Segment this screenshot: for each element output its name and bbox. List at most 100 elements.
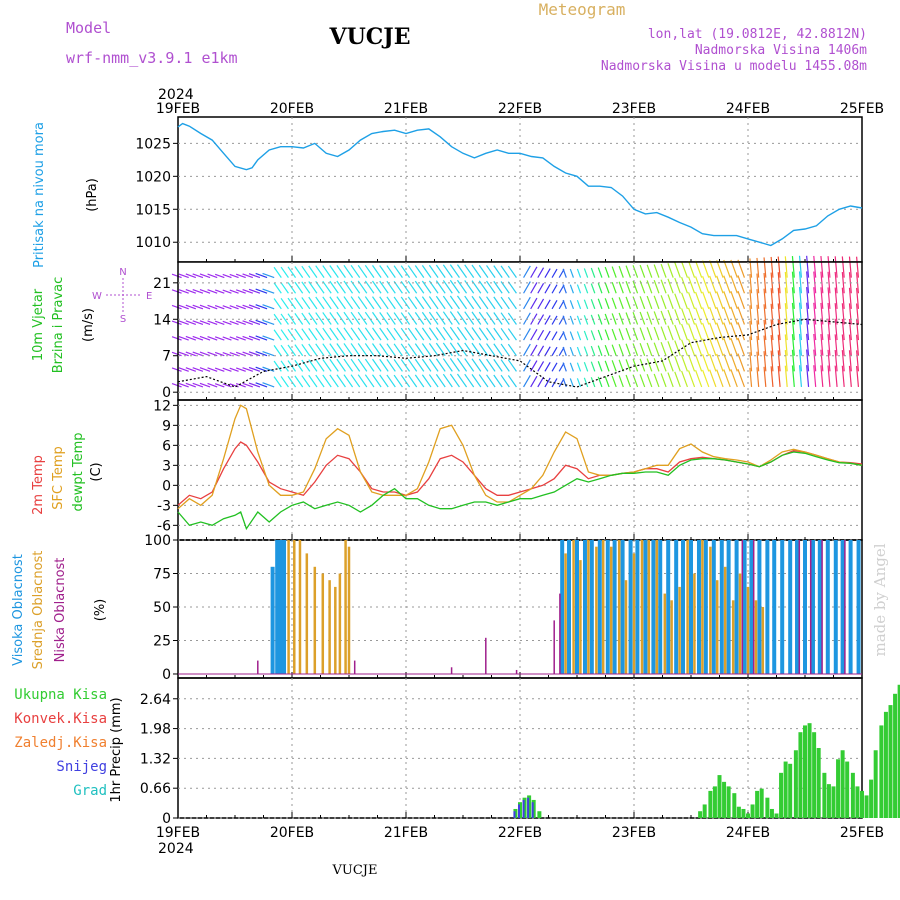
snow-bar xyxy=(522,799,525,818)
wind-barb xyxy=(315,343,325,357)
wind-barb xyxy=(618,265,624,278)
wind-barb xyxy=(255,335,268,341)
wind-barb xyxy=(576,299,582,310)
wind-barb xyxy=(856,319,860,341)
wind-barb xyxy=(576,378,582,388)
low-cloud-bar xyxy=(741,540,744,674)
wind-barb xyxy=(329,358,339,372)
wind-barb xyxy=(646,342,653,356)
wind-barb xyxy=(523,281,531,294)
y-tick-label: 0 xyxy=(162,478,171,494)
total-precip-bar xyxy=(698,811,703,818)
wind-barb xyxy=(841,318,845,341)
wind-barb xyxy=(407,374,418,388)
wind-barb xyxy=(255,304,268,310)
wind-barb xyxy=(343,311,354,325)
mid-cloud-bar xyxy=(564,553,567,674)
y-tick-label: -6 xyxy=(157,518,171,534)
wind-barb xyxy=(716,259,724,278)
high-cloud-bar xyxy=(278,540,283,674)
wind-barb xyxy=(569,300,575,310)
total-precip-bar xyxy=(765,797,770,818)
wind-barb xyxy=(791,318,795,341)
wind-barb xyxy=(400,343,411,357)
wind-barb xyxy=(625,343,632,356)
wind-barb xyxy=(364,374,375,388)
wind-barb xyxy=(199,351,211,357)
wind-barb xyxy=(478,264,489,278)
wind-barb xyxy=(834,365,838,388)
wind-barb xyxy=(687,370,696,388)
total-precip-bar xyxy=(717,775,722,818)
temp-unit: (C) xyxy=(89,462,104,481)
wind-barb xyxy=(322,280,332,294)
wind-barb xyxy=(791,349,795,372)
wind-barb xyxy=(364,358,375,372)
wind-barb xyxy=(841,303,845,325)
dewpt-line xyxy=(177,451,863,531)
high-cloud-bar xyxy=(817,540,822,674)
wind-barb xyxy=(798,302,803,325)
wind-barb xyxy=(357,296,368,310)
wind-barb xyxy=(834,287,838,309)
wind-barb xyxy=(262,319,275,326)
wind-barb xyxy=(364,296,375,310)
wind-barb xyxy=(730,306,738,325)
wind-barb xyxy=(749,320,753,341)
high-cloud-bar xyxy=(711,540,716,674)
wind-barb xyxy=(667,263,674,278)
wind-barb xyxy=(372,358,382,372)
wind-barb xyxy=(784,365,788,388)
wind-barb xyxy=(777,334,781,356)
top-axis-label: 22FEB xyxy=(498,101,542,117)
wind-barb xyxy=(248,273,261,279)
wind-barb xyxy=(681,323,689,341)
wind-barb xyxy=(464,342,475,357)
wind-barb xyxy=(192,304,204,310)
wind-barb xyxy=(435,327,446,341)
wind-barb xyxy=(537,298,545,310)
wind-barb xyxy=(848,365,852,388)
total-precip-bar xyxy=(702,804,707,818)
pressure-panel: 1010 1015 1020 1025 xyxy=(135,116,863,263)
wind-barb xyxy=(471,374,482,388)
wind-barb xyxy=(653,326,660,341)
wind-barb xyxy=(702,369,710,388)
wind-barb xyxy=(611,266,617,278)
wind-barb xyxy=(716,306,724,325)
wind-barb xyxy=(364,264,375,278)
wind-barb xyxy=(308,312,318,325)
wind-barb xyxy=(386,358,396,372)
wind-barb xyxy=(639,374,646,388)
wind-barb xyxy=(192,335,204,341)
wind-barb xyxy=(597,345,603,356)
wind-barb xyxy=(597,314,603,325)
wind-barb xyxy=(576,284,582,294)
y-tick-label: 50 xyxy=(153,600,171,616)
wind-barb xyxy=(723,337,731,356)
wind-barb xyxy=(813,349,817,372)
total-precip-bar xyxy=(741,808,746,818)
wind-barb xyxy=(471,295,482,310)
wind-barb xyxy=(702,338,710,356)
wind-barb xyxy=(639,296,646,310)
wind-barb xyxy=(827,256,831,278)
wind-barb xyxy=(625,327,632,341)
wind-barb xyxy=(308,374,318,388)
wind-barb xyxy=(199,289,211,294)
wind-barb xyxy=(262,350,275,357)
wind-barb xyxy=(456,358,468,372)
wind-barb xyxy=(841,287,845,309)
wind-barb xyxy=(507,343,517,357)
wind-barb xyxy=(386,265,396,278)
wind-barb xyxy=(222,305,232,310)
wind-barb xyxy=(428,358,439,372)
wind-barb xyxy=(770,350,774,372)
wind-barb xyxy=(280,266,289,278)
wind-barb xyxy=(192,382,204,388)
wind-barb xyxy=(301,265,311,278)
high-cloud-bar xyxy=(597,540,602,674)
high-cloud-bar xyxy=(674,540,679,674)
wind-barb xyxy=(500,265,510,278)
wind-barb xyxy=(639,327,646,341)
